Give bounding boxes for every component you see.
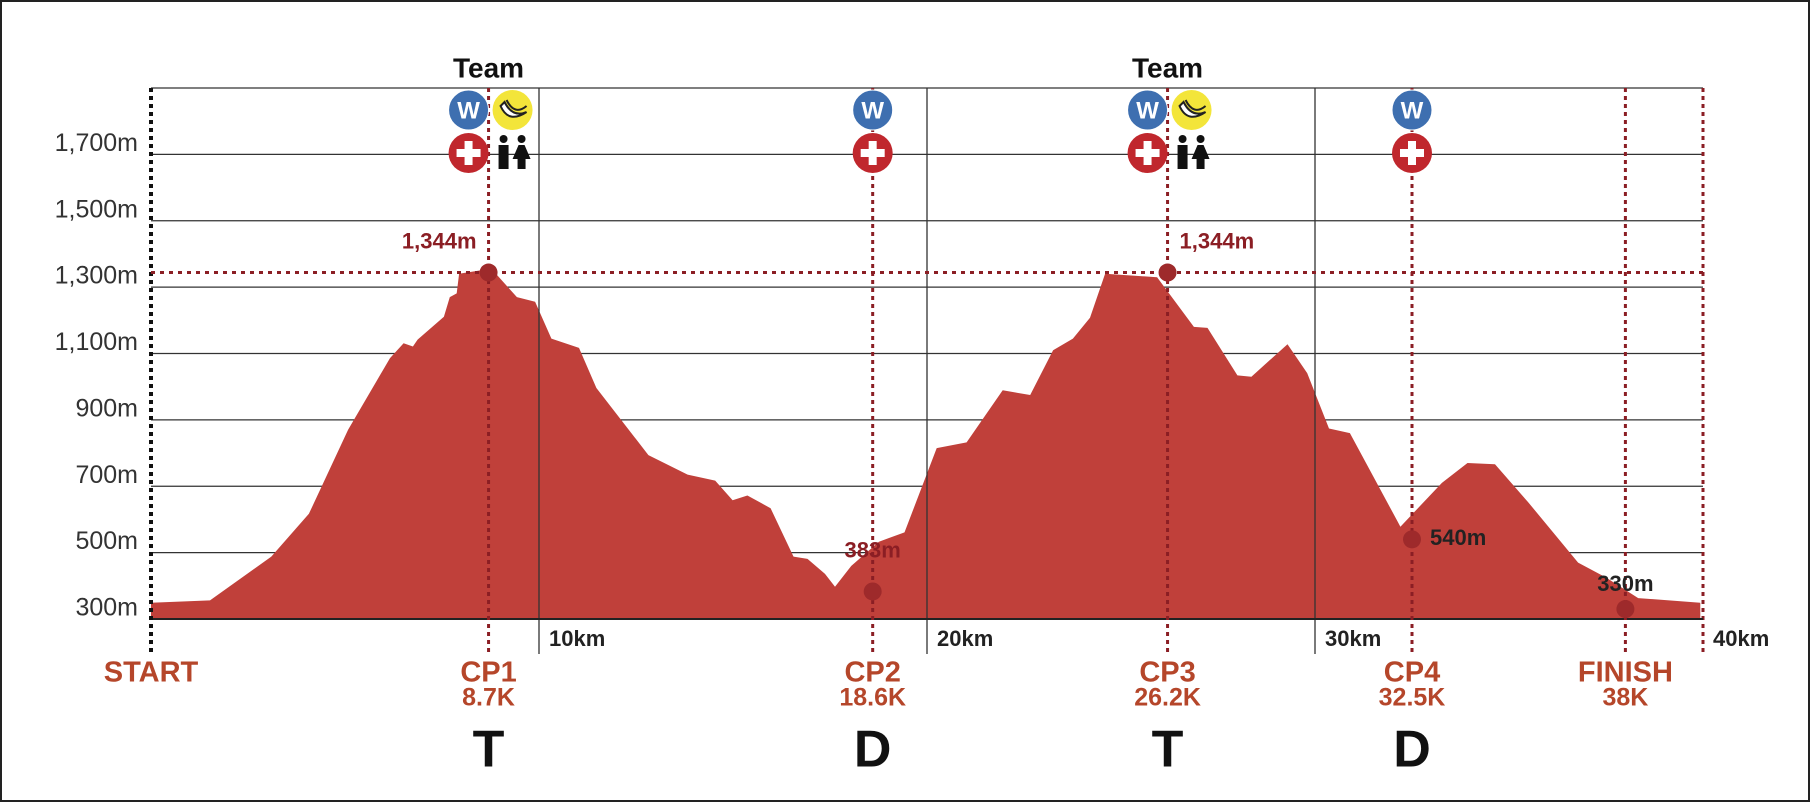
water-symbol: W (1401, 97, 1424, 124)
checkpoint-code: T (473, 721, 505, 779)
checkpoint-km: 26.2K (1134, 684, 1201, 712)
x-tick-label: 30km (1325, 626, 1381, 651)
y-tick-label: 900m (75, 394, 138, 422)
y-tick-label: 500m (75, 527, 138, 555)
x-tick-label: 20km (937, 626, 993, 651)
food-icon (492, 90, 533, 130)
checkpoint-name: CP3 (1139, 657, 1195, 689)
checkpoint-marker (1403, 530, 1421, 549)
checkpoint-name: FINISH (1578, 657, 1673, 689)
aid-cross (456, 149, 481, 157)
checkpoint-name: CP4 (1384, 657, 1440, 689)
y-tick-label: 700m (75, 461, 138, 489)
x-tick-label: 40km (1713, 626, 1769, 651)
water-icon (852, 89, 894, 131)
elevation-label: 330m (1597, 571, 1653, 596)
water-icon (1127, 89, 1169, 131)
checkpoint-name: CP1 (460, 657, 516, 689)
x-tick-label: 10km (549, 626, 605, 651)
checkpoint-km: 8.7K (462, 684, 515, 712)
toilet-head (1178, 135, 1187, 143)
checkpoint-code: D (1393, 721, 1431, 779)
elevation-label: 383m (845, 537, 901, 562)
elevation-label: 1,344m (402, 228, 477, 253)
start-label: START (104, 657, 199, 689)
elevation-area (151, 270, 1701, 619)
checkpoint-km: 18.6K (839, 684, 906, 712)
y-tick-label: 1,500m (55, 195, 138, 223)
banana (1184, 99, 1207, 111)
toilet-woman (512, 145, 531, 169)
checkpoint-code: D (854, 721, 892, 779)
toilet-man (498, 145, 509, 169)
team-label: Team (453, 52, 524, 83)
aid-cross (860, 149, 885, 157)
aid-cross (1135, 149, 1160, 157)
elevation-label: 540m (1430, 525, 1486, 550)
water-icon (1391, 89, 1433, 131)
checkpoint-km: 38K (1602, 684, 1648, 712)
y-tick-label: 1,300m (55, 262, 138, 290)
y-tick-label: 1,100m (55, 328, 138, 356)
toilet-head (517, 135, 526, 143)
water-symbol: W (457, 97, 480, 124)
toilet-head (1196, 135, 1205, 143)
water-icon (448, 89, 490, 131)
team-label: Team (1132, 52, 1203, 83)
aid-cross (1400, 149, 1424, 157)
elevation-label: 1,344m (1180, 228, 1255, 253)
toilet-man (1177, 145, 1188, 169)
toilet-woman (1191, 145, 1210, 169)
banana (1178, 100, 1207, 118)
checkpoint-km: 32.5K (1379, 684, 1446, 712)
y-tick-label: 1,700m (55, 129, 138, 157)
banana (499, 100, 528, 118)
checkpoint-marker (1616, 600, 1635, 619)
checkpoint-marker (1158, 263, 1177, 282)
checkpoint-marker (479, 263, 498, 282)
water-symbol: W (861, 97, 884, 124)
toilet-head (499, 135, 508, 143)
checkpoint-marker (863, 582, 882, 601)
banana (505, 99, 528, 111)
water-symbol: W (1136, 97, 1159, 124)
checkpoint-name: CP2 (844, 657, 900, 689)
y-tick-label: 300m (75, 594, 138, 622)
food-icon (1171, 90, 1212, 130)
checkpoint-code: T (1152, 721, 1184, 779)
